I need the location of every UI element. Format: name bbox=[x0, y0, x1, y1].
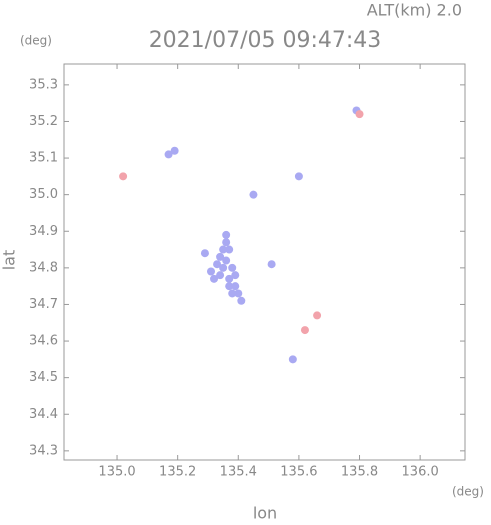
echo-point bbox=[294, 172, 303, 181]
echo-point bbox=[225, 274, 234, 283]
y-tick-label: 34.3 bbox=[29, 443, 58, 458]
y-tick-label: 34.5 bbox=[29, 370, 58, 385]
y-tick-label: 34.8 bbox=[29, 260, 58, 275]
y-tick-label: 35.2 bbox=[29, 114, 58, 129]
echo-point bbox=[219, 245, 228, 254]
echo-point bbox=[219, 263, 228, 272]
x-tick-label: 135.6 bbox=[280, 465, 317, 480]
echo-point bbox=[200, 249, 209, 258]
echo-point bbox=[234, 289, 243, 298]
x-tick-label: 135.8 bbox=[341, 465, 378, 480]
y-tick-label: 34.7 bbox=[29, 297, 58, 312]
echo-point bbox=[237, 296, 246, 305]
echo-point bbox=[207, 267, 216, 276]
x-tick-label: 136.0 bbox=[402, 465, 439, 480]
y-tick-label: 35.0 bbox=[29, 187, 58, 202]
x-tick-label: 135.4 bbox=[220, 465, 257, 480]
echo-point bbox=[228, 263, 237, 272]
y-unit: (deg) bbox=[20, 34, 52, 48]
echo-point bbox=[213, 260, 222, 269]
echo-point bbox=[222, 256, 231, 265]
echo-point bbox=[228, 289, 237, 298]
echo-point bbox=[231, 282, 240, 291]
echo-point bbox=[119, 172, 128, 181]
echo-point bbox=[231, 271, 240, 280]
subtitle: ALT(km) 2.0 bbox=[367, 1, 462, 20]
echo-point bbox=[164, 150, 173, 159]
y-axis-label: lat bbox=[0, 250, 19, 271]
echo-point bbox=[267, 260, 276, 269]
echo-point bbox=[216, 271, 225, 280]
x-tick-label: 135.2 bbox=[159, 465, 196, 480]
y-tick-label: 35.1 bbox=[29, 151, 58, 166]
echo-point bbox=[222, 238, 231, 247]
echo-point bbox=[222, 230, 231, 239]
echo-point bbox=[225, 282, 234, 291]
x-tick-label: 135.0 bbox=[98, 465, 135, 480]
echo-point bbox=[216, 252, 225, 261]
echo-point bbox=[300, 326, 309, 335]
x-axis-label: lon bbox=[253, 504, 277, 522]
y-tick-label: 34.9 bbox=[29, 224, 58, 239]
y-tick-label: 35.3 bbox=[29, 77, 58, 92]
echo-point bbox=[288, 355, 297, 364]
y-tick-label: 34.4 bbox=[29, 407, 58, 422]
y-tick-label: 34.6 bbox=[29, 334, 58, 349]
echo-point bbox=[225, 245, 234, 254]
echo-point bbox=[313, 311, 322, 320]
x-unit: (deg) bbox=[452, 485, 484, 499]
echo-point bbox=[249, 190, 258, 199]
chart-title: 2021/07/05 09:47:43 bbox=[149, 28, 382, 53]
plot-frame bbox=[63, 63, 466, 461]
echo-point bbox=[210, 274, 219, 283]
echo-point bbox=[170, 146, 179, 155]
echo-point bbox=[355, 110, 364, 119]
